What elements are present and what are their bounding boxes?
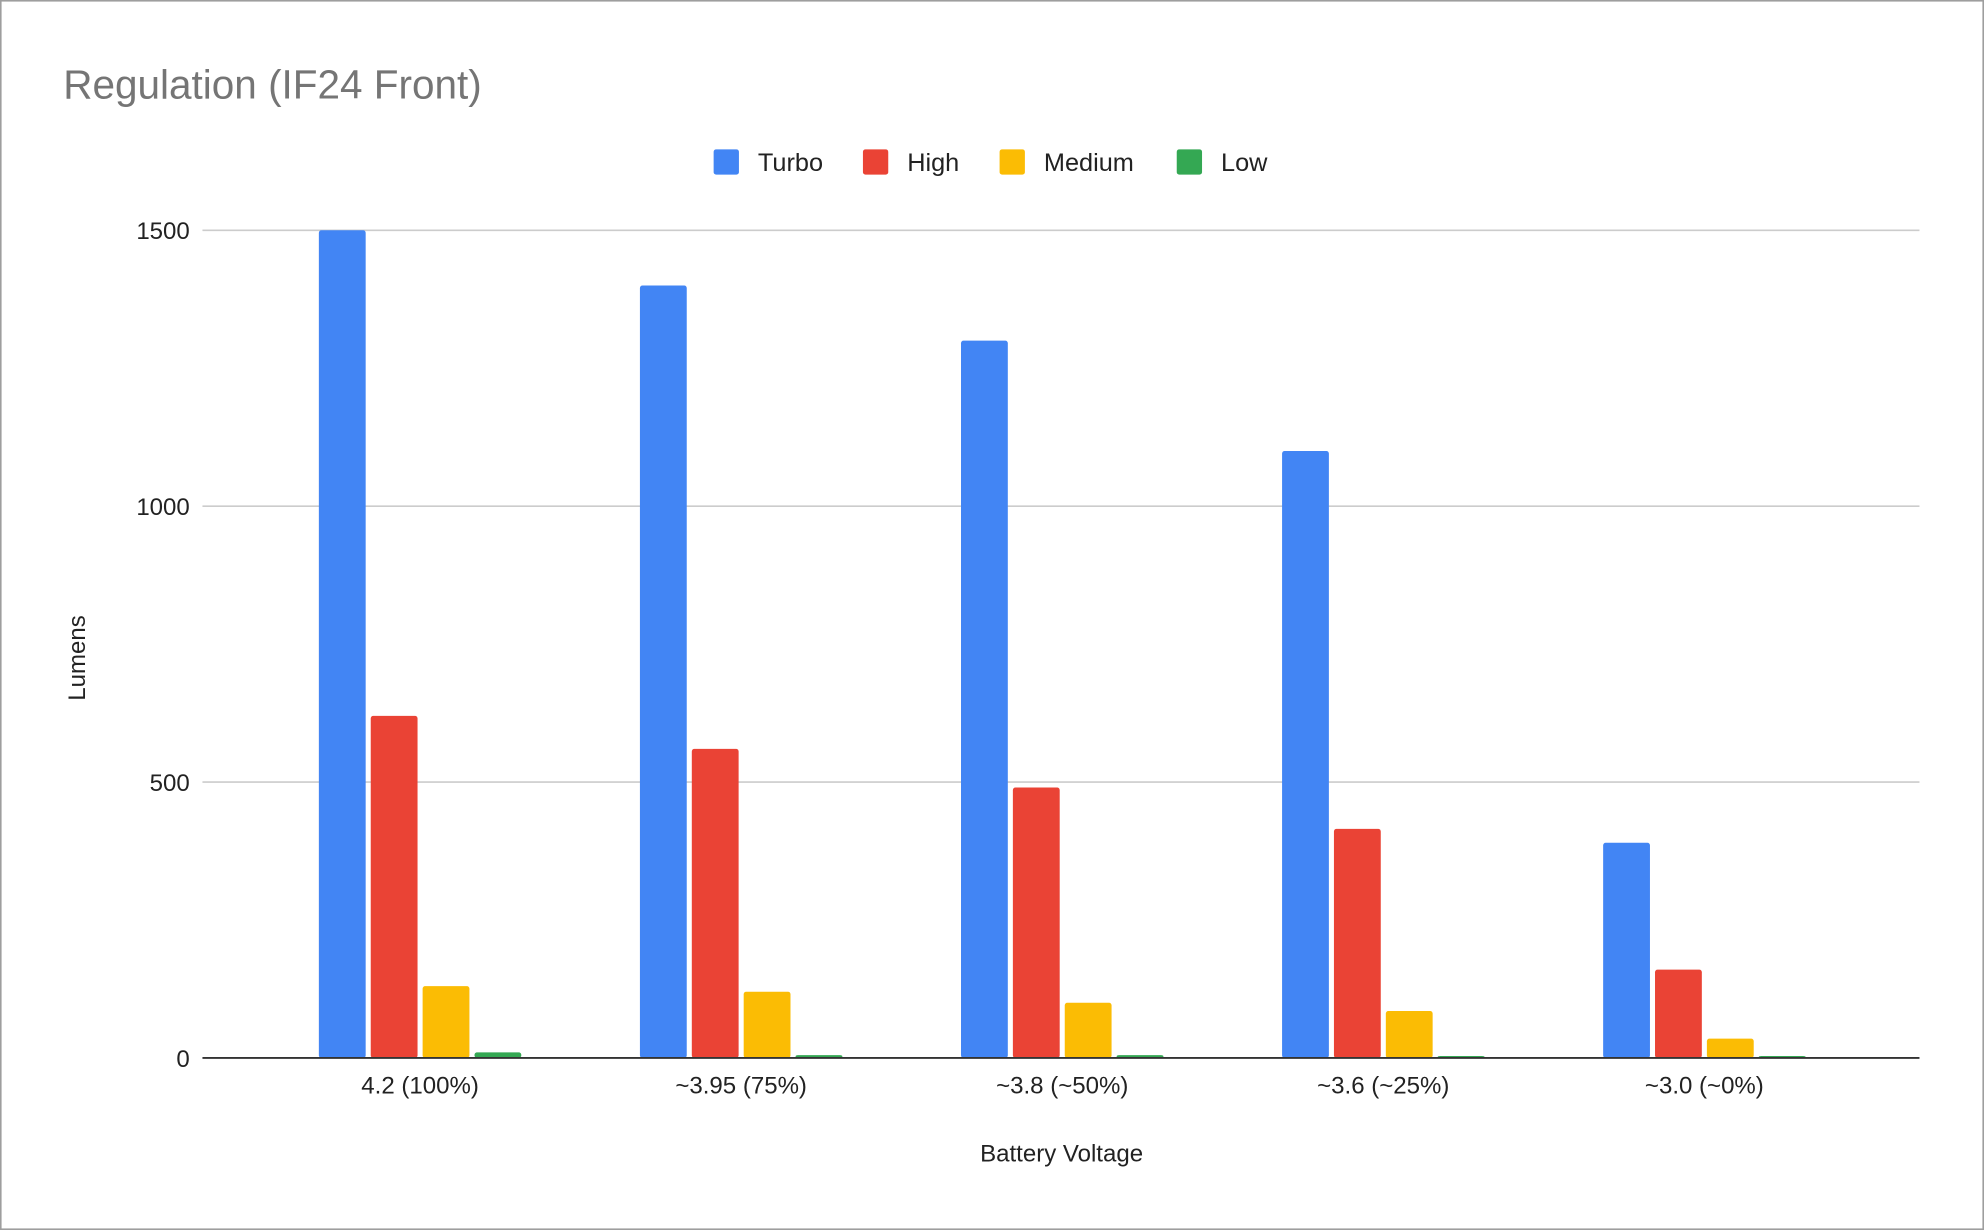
bar-turbo bbox=[318, 230, 366, 1058]
bar-turbo bbox=[639, 285, 687, 1058]
legend-swatch bbox=[1176, 149, 1203, 175]
legend-label: High bbox=[907, 149, 959, 177]
bar-medium bbox=[1706, 1038, 1754, 1058]
legend-item-medium: Medium bbox=[999, 149, 1134, 177]
x-tick-label: 4.2 (100%) bbox=[361, 1072, 479, 1099]
legend-item-low: Low bbox=[1176, 149, 1268, 177]
y-tick-label: 1500 bbox=[136, 218, 189, 245]
legend-item-high: High bbox=[862, 149, 959, 177]
x-tick-label: ~3.8 (~50%) bbox=[996, 1072, 1128, 1099]
y-tick-label: 1000 bbox=[136, 494, 189, 521]
legend-swatch bbox=[862, 149, 889, 175]
bar-medium bbox=[1064, 1002, 1112, 1058]
legend-label: Turbo bbox=[758, 149, 823, 177]
x-tick-label: ~3.95 (75%) bbox=[675, 1072, 807, 1099]
x-tick-label: ~3.6 (~25%) bbox=[1317, 1072, 1449, 1099]
bar-turbo bbox=[961, 340, 1008, 1058]
bar-turbo bbox=[1282, 451, 1329, 1058]
bar-medium bbox=[422, 986, 470, 1058]
bar-low bbox=[474, 1052, 522, 1058]
bar-turbo bbox=[1603, 842, 1650, 1058]
x-axis-title: Battery Voltage bbox=[980, 1141, 1143, 1168]
bars bbox=[318, 230, 1806, 1058]
legend-swatch bbox=[999, 149, 1025, 175]
y-tick-label: 0 bbox=[176, 1046, 189, 1073]
legend-label: Medium bbox=[1044, 149, 1134, 177]
bar-medium bbox=[743, 991, 791, 1058]
x-tick-label: ~3.0 (~0%) bbox=[1645, 1072, 1764, 1099]
bar-high bbox=[1012, 787, 1060, 1058]
legend: Turbo High Medium Low bbox=[713, 149, 1268, 177]
chart-title: Regulation (IF24 Front) bbox=[63, 62, 482, 108]
bar-medium bbox=[1385, 1011, 1433, 1058]
legend-item-turbo: Turbo bbox=[713, 149, 823, 177]
bar-high bbox=[1655, 969, 1702, 1058]
legend-label: Low bbox=[1221, 149, 1268, 177]
bar-high bbox=[691, 748, 739, 1058]
legend-swatch bbox=[713, 149, 739, 175]
x-tick-labels: 4.2 (100%) ~3.95 (75%) ~3.8 (~50%) ~3.6 (~2… bbox=[361, 1072, 1764, 1099]
y-tick-label: 500 bbox=[150, 770, 190, 797]
bar-high bbox=[370, 715, 418, 1058]
gridlines: 0 500 1000 1500 bbox=[136, 218, 1920, 1073]
bar-high bbox=[1333, 828, 1381, 1058]
y-axis-title: Lumens bbox=[64, 615, 91, 701]
